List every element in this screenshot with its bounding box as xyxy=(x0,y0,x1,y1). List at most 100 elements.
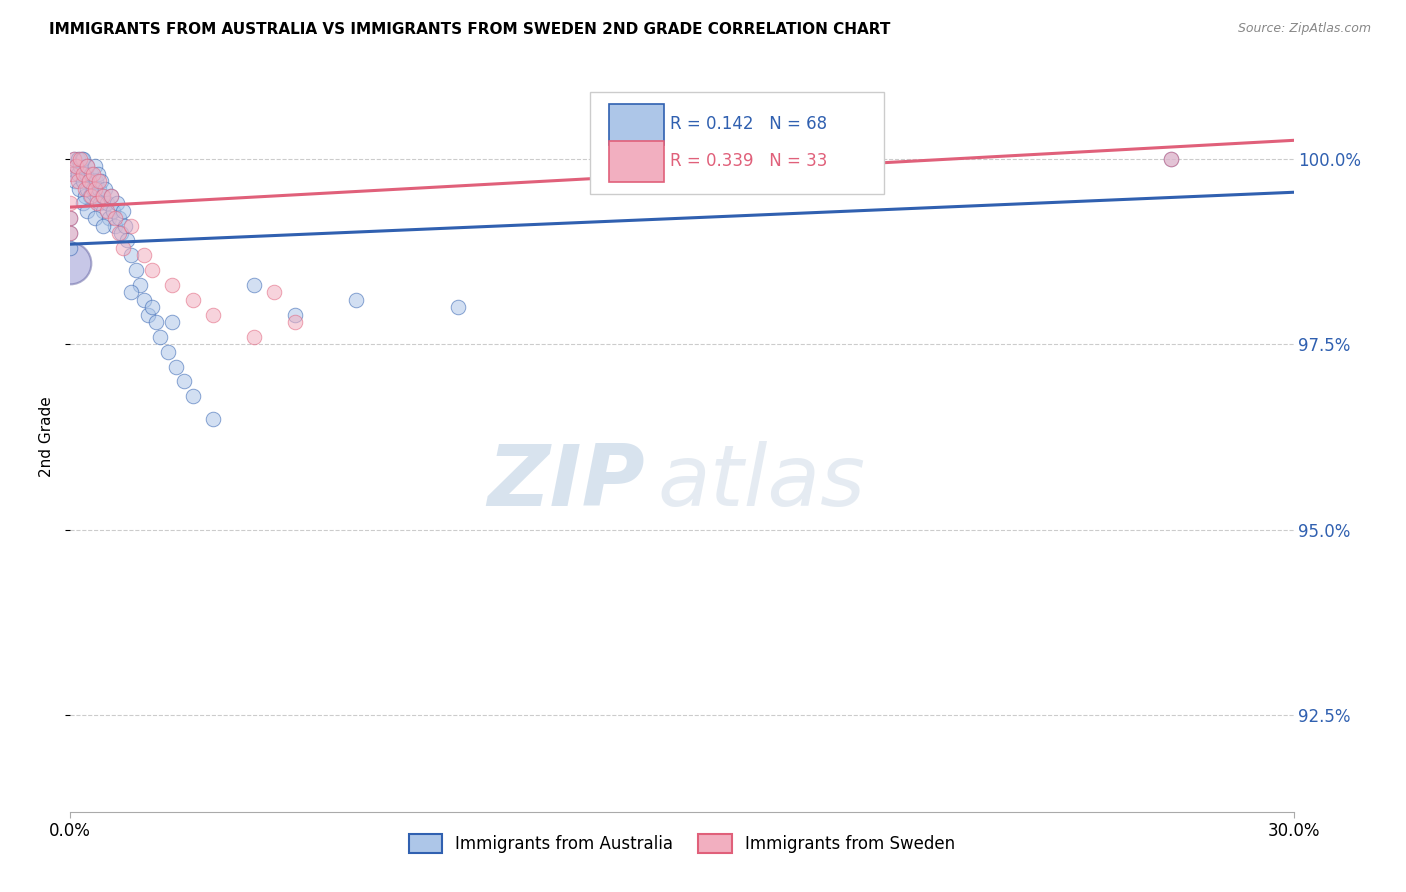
Point xyxy=(165,359,187,374)
Point xyxy=(76,203,98,218)
Point xyxy=(63,167,86,181)
FancyBboxPatch shape xyxy=(591,93,884,194)
Point xyxy=(87,174,110,188)
Point xyxy=(101,203,124,218)
Point xyxy=(105,196,128,211)
Point xyxy=(121,285,143,300)
Point xyxy=(75,167,97,181)
Point xyxy=(108,211,131,226)
Point xyxy=(124,263,146,277)
Point xyxy=(128,278,150,293)
Point xyxy=(121,219,143,233)
Point xyxy=(100,189,122,203)
Point xyxy=(77,174,100,188)
Point xyxy=(62,152,84,166)
Point xyxy=(181,293,204,307)
Point xyxy=(162,278,183,293)
Point xyxy=(83,159,105,173)
Point xyxy=(284,315,307,329)
Point xyxy=(96,203,118,218)
Point xyxy=(104,211,127,226)
Point xyxy=(136,308,159,322)
Point xyxy=(91,189,114,203)
Point xyxy=(59,211,82,226)
Point xyxy=(202,308,225,322)
Point xyxy=(141,300,163,314)
FancyBboxPatch shape xyxy=(609,103,664,145)
Point xyxy=(65,159,87,173)
Point xyxy=(76,159,98,173)
Point xyxy=(76,159,98,173)
Text: IMMIGRANTS FROM AUSTRALIA VS IMMIGRANTS FROM SWEDEN 2ND GRADE CORRELATION CHART: IMMIGRANTS FROM AUSTRALIA VS IMMIGRANTS … xyxy=(49,22,890,37)
Point xyxy=(63,152,86,166)
Point xyxy=(73,181,96,195)
Point xyxy=(90,174,112,188)
FancyBboxPatch shape xyxy=(609,141,664,182)
Point xyxy=(112,241,135,255)
Point xyxy=(447,300,470,314)
Point xyxy=(59,196,82,211)
Point xyxy=(96,196,118,211)
Text: Source: ZipAtlas.com: Source: ZipAtlas.com xyxy=(1237,22,1371,36)
Point xyxy=(91,189,114,203)
Point xyxy=(87,181,110,195)
Point xyxy=(104,219,127,233)
Point xyxy=(100,189,122,203)
Point xyxy=(173,375,195,389)
Point xyxy=(91,219,114,233)
Point xyxy=(121,248,143,262)
Point xyxy=(149,330,172,344)
Point xyxy=(79,189,101,203)
Point xyxy=(344,293,367,307)
Point xyxy=(59,226,82,240)
Point xyxy=(60,167,83,181)
Point xyxy=(72,152,94,166)
Point xyxy=(63,174,86,188)
Point xyxy=(86,196,108,211)
Point xyxy=(66,152,89,166)
Point xyxy=(67,174,90,188)
Point xyxy=(82,181,104,195)
Point xyxy=(1160,152,1182,166)
Point xyxy=(79,189,103,203)
Point xyxy=(1160,152,1182,166)
Point xyxy=(117,234,139,248)
Point xyxy=(132,293,155,307)
Point xyxy=(87,167,110,181)
Point xyxy=(83,181,105,195)
Point xyxy=(202,411,225,425)
Point xyxy=(114,219,136,233)
Point xyxy=(70,152,93,166)
Text: R = 0.142   N = 68: R = 0.142 N = 68 xyxy=(669,115,827,133)
Point xyxy=(98,211,121,226)
Point xyxy=(284,308,307,322)
Legend: Immigrants from Australia, Immigrants from Sweden: Immigrants from Australia, Immigrants fr… xyxy=(402,827,962,860)
Point xyxy=(72,174,94,188)
Point xyxy=(141,263,163,277)
Point xyxy=(67,181,90,195)
Point xyxy=(132,248,155,262)
Point xyxy=(89,196,111,211)
Point xyxy=(76,181,98,195)
Point xyxy=(263,285,285,300)
Point xyxy=(162,315,183,329)
Point xyxy=(157,344,180,359)
Point xyxy=(112,203,135,218)
Point xyxy=(72,167,94,181)
Point xyxy=(110,226,132,240)
Point xyxy=(67,167,90,181)
Point xyxy=(60,159,83,173)
Point xyxy=(84,174,107,188)
Point xyxy=(145,315,167,329)
Point xyxy=(65,159,87,173)
Point xyxy=(82,167,104,181)
Point xyxy=(181,389,204,403)
Text: ZIP: ZIP xyxy=(488,441,645,524)
Text: R = 0.339   N = 33: R = 0.339 N = 33 xyxy=(669,153,827,170)
Point xyxy=(243,330,266,344)
Point xyxy=(79,167,103,181)
Point xyxy=(83,211,105,226)
Point xyxy=(59,241,82,255)
Text: atlas: atlas xyxy=(658,441,866,524)
Point xyxy=(72,196,94,211)
